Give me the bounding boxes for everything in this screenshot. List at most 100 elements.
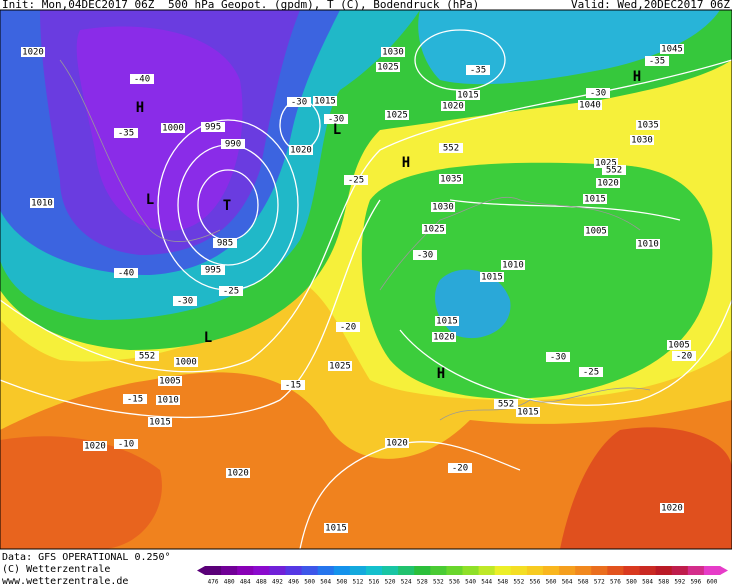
label-box [174,357,198,367]
label-box [213,238,237,248]
label-box [667,340,691,350]
label-box [281,380,305,390]
colorbar-label: 600 [707,579,718,586]
colorbar-swatch [382,566,399,575]
label-box [158,376,182,386]
data-source: Data: GFS OPERATIONAL 0.250° [2,552,171,563]
isobar-label: 1035 [637,121,659,131]
isobar-label: -25 [223,287,239,297]
label-box [516,407,540,417]
colorbar-swatch [623,566,641,575]
label-box [83,441,107,451]
label-box [376,62,400,72]
coastline [59,59,221,242]
label-box [313,96,337,106]
colorbar-label: 580 [626,579,637,586]
colorbar-swatch [333,566,351,575]
colorbar-label: 564 [562,579,573,586]
colorbar-swatch [687,566,705,575]
colorbar-swatch [575,566,592,575]
colorbar-swatch [414,566,431,575]
colorbar-swatch [655,566,673,575]
isobar [449,199,681,221]
colorbar-label: 592 [674,579,685,586]
copyright: (C) Wetterzentrale [2,564,110,575]
colorbar-label: 540 [465,579,476,586]
isobar-label: 1015 [149,418,171,428]
label-box [480,272,504,282]
label-box [289,145,313,155]
isobar-label: 1030 [631,136,653,146]
isobar-label: 1025 [423,225,445,235]
isobar-label: 1005 [159,377,181,387]
label-box [201,265,225,275]
colorbar-swatch [510,566,528,575]
colorbar-swatch [398,566,415,575]
label-box [336,322,360,332]
colorbar-label: 512 [352,579,363,586]
pressure-center: H [633,69,641,85]
isobar-label: 1020 [84,442,106,452]
isobar-label: -20 [676,352,692,362]
isobar-label: -15 [127,395,143,405]
label-box [439,143,463,153]
isobar-label: 552 [139,352,155,362]
label-box [135,351,159,361]
isobars [0,29,732,550]
label-box [385,438,409,448]
isobar-label: 1030 [382,48,404,58]
isobar-label: 1015 [584,195,606,205]
label-box [441,101,465,111]
isobar-label: 552 [443,144,459,154]
colorbar-swatch [365,566,383,575]
label-box [114,268,138,278]
isobar-label: -40 [134,75,150,85]
colorbar-label: 556 [530,579,541,586]
label-box [456,90,480,100]
isobar-label: 1025 [377,63,399,73]
colorbar-swatch [253,566,270,575]
colorbar-arrow-left [197,566,205,575]
label-box [226,468,250,478]
label-box [114,439,138,449]
colorbar-label: 476 [208,579,219,586]
isobar-label: -25 [348,176,364,186]
colorbar-swatch [559,566,576,575]
isobar-label: 1020 [227,469,249,479]
colorbar-label: 536 [449,579,460,586]
field-cyan-north [418,10,720,85]
label-box [173,296,197,306]
isobar [0,199,381,419]
label-box [636,239,660,249]
isobar-label: -10 [118,440,134,450]
label-box [123,394,147,404]
label-box [494,399,518,409]
label-box [596,178,620,188]
label-box [579,367,603,377]
colorbar-swatch [671,566,689,575]
colorbar-label: 552 [513,579,524,586]
label-box [21,47,45,57]
label-box [448,463,472,473]
isobar-label: -30 [590,89,606,99]
isobar-label: 1020 [442,102,464,112]
pressure-center: H [437,366,445,382]
colorbar-label: 532 [433,579,444,586]
field-red [560,427,732,549]
map-title: 500 hPa Geopot. (gpdm), T (C), Bodendruc… [168,0,479,11]
colorbar-label: 584 [642,579,653,586]
colorbar-swatch [237,566,254,575]
colorbar-label: 492 [272,579,283,586]
isobar-label: 1025 [595,159,617,169]
isobar-label: -25 [583,368,599,378]
colorbar-label: 588 [658,579,669,586]
label-box [431,202,455,212]
isobar-label: -35 [649,57,665,67]
isobar-label: 1030 [432,203,454,213]
label-box [660,44,684,54]
pressure-center: H [136,100,144,116]
label-box [344,175,368,185]
pressure-center: T [223,198,231,214]
isobar-label: 1040 [579,101,601,111]
